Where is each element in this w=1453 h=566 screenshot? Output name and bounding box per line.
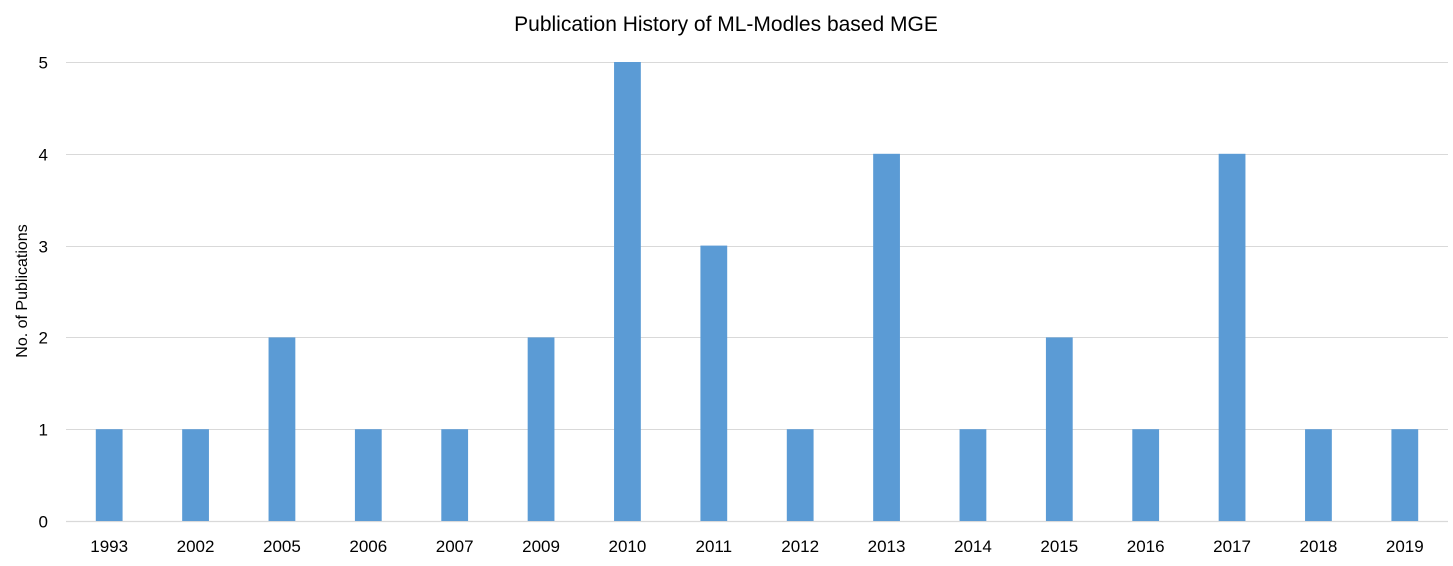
y-tick-label: 2 — [39, 329, 48, 348]
x-tick-label: 2019 — [1386, 537, 1424, 556]
x-tick-label: 1993 — [90, 537, 128, 556]
bar-2013 — [873, 153, 900, 522]
x-tick-label: 2017 — [1213, 537, 1251, 556]
y-axis-ticks: 0 1 2 3 4 5 — [39, 54, 48, 532]
y-tick-label: 0 — [39, 513, 48, 532]
bar-2015 — [1045, 337, 1073, 521]
bar-2017 — [1218, 153, 1246, 522]
x-tick-label: 2012 — [781, 537, 819, 556]
bar-2007 — [441, 429, 469, 521]
x-tick-label: 2006 — [349, 537, 387, 556]
x-tick-label: 2007 — [436, 537, 474, 556]
x-tick-label: 2011 — [696, 537, 733, 556]
y-tick-label: 1 — [39, 421, 48, 440]
bar-2006 — [354, 429, 382, 521]
bar-2011 — [700, 245, 728, 521]
bar-2009 — [527, 337, 555, 521]
bar-2018 — [1305, 429, 1332, 521]
x-tick-label: 2016 — [1127, 537, 1165, 556]
x-tick-label: 2009 — [522, 537, 560, 556]
bar-2002 — [182, 429, 209, 521]
x-tick-label: 2002 — [177, 537, 215, 556]
chart-title: Publication History of ML-Modles based M… — [514, 13, 938, 36]
x-tick-label: 2010 — [609, 537, 647, 556]
bar-2005 — [268, 337, 296, 521]
y-axis-label: No. of Publications — [14, 224, 31, 357]
y-tick-label: 3 — [39, 238, 48, 257]
bar-2014 — [959, 429, 987, 521]
x-tick-label: 2018 — [1300, 537, 1338, 556]
x-tick-label: 2015 — [1040, 537, 1078, 556]
gridlines — [66, 62, 1448, 523]
y-tick-label: 5 — [39, 54, 48, 73]
bar-2012 — [786, 429, 814, 521]
x-tick-label: 2014 — [954, 537, 992, 556]
x-tick-label: 2005 — [263, 537, 301, 556]
bar-2010 — [614, 62, 641, 521]
bar-1993 — [95, 429, 123, 521]
x-axis-ticks: 1993 2002 2005 2006 2007 2009 2010 2011 2012 2013… — [90, 537, 1423, 556]
x-tick-label: 2013 — [868, 537, 906, 556]
bar-2019 — [1391, 429, 1419, 521]
bars — [95, 62, 1419, 522]
y-tick-label: 4 — [39, 146, 48, 165]
bar-2016 — [1132, 429, 1160, 521]
